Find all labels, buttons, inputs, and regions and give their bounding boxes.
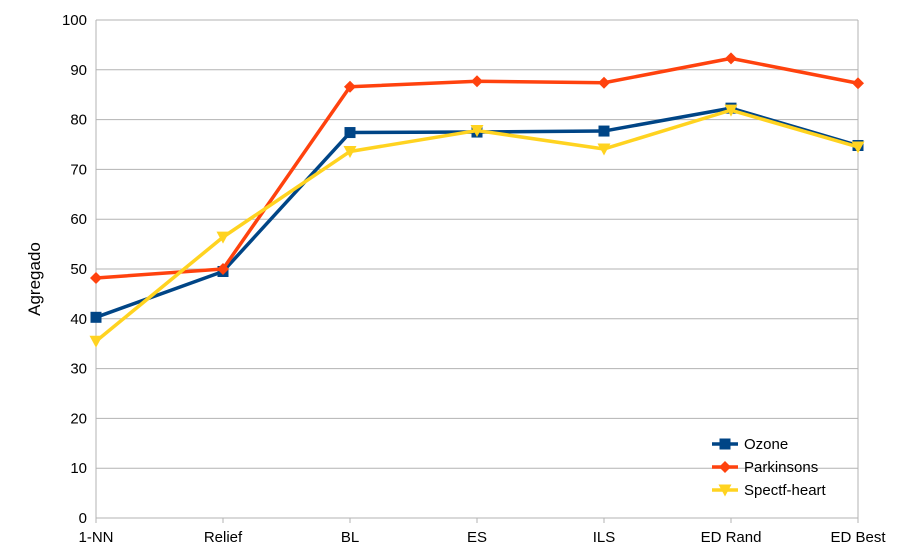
data-point-parkinsons [725, 52, 737, 65]
data-point-ozone [90, 311, 102, 323]
data-point-spectf-heart [470, 125, 484, 138]
series-line-ozone [95, 106, 859, 319]
x-tick-label: 1-NN [78, 529, 113, 546]
y-tick-label: 100 [62, 12, 87, 29]
data-point-parkinsons [90, 271, 102, 284]
x-tick-labels: 1-NN Relief BL ES ILS ED Rand ED Best [78, 529, 886, 546]
data-point-ozone [344, 127, 356, 139]
data-point-parkinsons [344, 80, 356, 93]
y-tick-label: 90 [70, 62, 87, 79]
y-tick-label: 20 [70, 410, 87, 427]
legend-item-spectf-heart: Spectf-heart [712, 482, 827, 499]
data-point-spectf-heart [724, 104, 738, 117]
y-tick-labels: 0 10 20 30 40 50 60 70 80 90 100 [62, 12, 87, 527]
x-tick-label: BL [341, 529, 359, 546]
data-point-parkinsons [598, 76, 610, 89]
x-tick-label: ILS [593, 529, 616, 546]
legend-marker [719, 438, 731, 450]
y-tick-label: 80 [70, 112, 87, 129]
legend-item-parkinsons: Parkinsons [712, 459, 818, 476]
legend-marker [718, 484, 732, 497]
data-point-spectf-heart [343, 145, 357, 158]
y-axis-title: Agregado [25, 242, 44, 316]
y-tick-label: 40 [70, 311, 87, 328]
data-point-spectf-heart [89, 335, 103, 348]
y-tick-label: 50 [70, 261, 87, 278]
legend-marker [719, 461, 731, 473]
data-point-ozone [598, 125, 610, 137]
series-spectf-heart [89, 104, 865, 348]
data-point-parkinsons [217, 263, 229, 275]
gridlines [96, 19, 858, 469]
series-parkinsons [90, 52, 864, 284]
data-point-parkinsons [471, 75, 483, 88]
axes [95, 20, 859, 523]
y-tick-label: 30 [70, 361, 87, 378]
legend-label: Parkinsons [744, 459, 818, 476]
series-line-spectf-heart [94, 108, 859, 343]
legend-label: Spectf-heart [744, 482, 827, 499]
data-point-spectf-heart [597, 143, 611, 156]
data-point-spectf-heart [851, 141, 865, 154]
x-tick-label: ES [467, 529, 487, 546]
data-point-spectf-heart [216, 231, 230, 244]
legend: Ozone Parkinsons Spectf-heart [712, 436, 827, 499]
x-tick-label: ED Rand [701, 529, 762, 546]
x-tick-label: Relief [204, 529, 243, 546]
y-tick-label: 0 [79, 510, 87, 527]
x-tick-label: ED Best [830, 529, 886, 546]
series-layer [89, 52, 865, 348]
y-tick-label: 10 [70, 460, 87, 477]
y-tick-label: 70 [70, 161, 87, 178]
legend-item-ozone: Ozone [712, 436, 788, 453]
series-line-parkinsons [95, 56, 859, 280]
data-point-parkinsons [852, 77, 864, 90]
y-tick-label: 60 [70, 211, 87, 228]
legend-label: Ozone [744, 436, 788, 453]
